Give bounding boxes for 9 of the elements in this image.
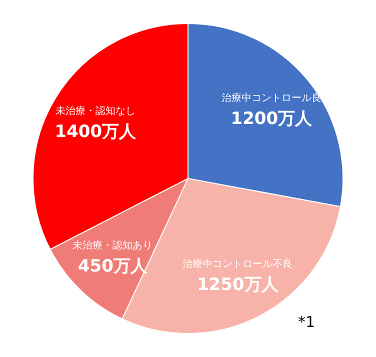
data-label: 450万人 [78, 256, 148, 277]
slice-label: 治療中コントロール不良 [182, 258, 293, 270]
data-label: 1250万人 [196, 274, 280, 295]
slice-label: 未治療・認知あり [72, 240, 153, 252]
data-label: 1400万人 [54, 122, 138, 142]
text: *1 [298, 313, 316, 331]
slice-label: 未治療・認知なし [55, 104, 136, 117]
slice-label: 治療中コントロール良 [221, 92, 322, 104]
data-label: 1200万人 [230, 109, 314, 130]
